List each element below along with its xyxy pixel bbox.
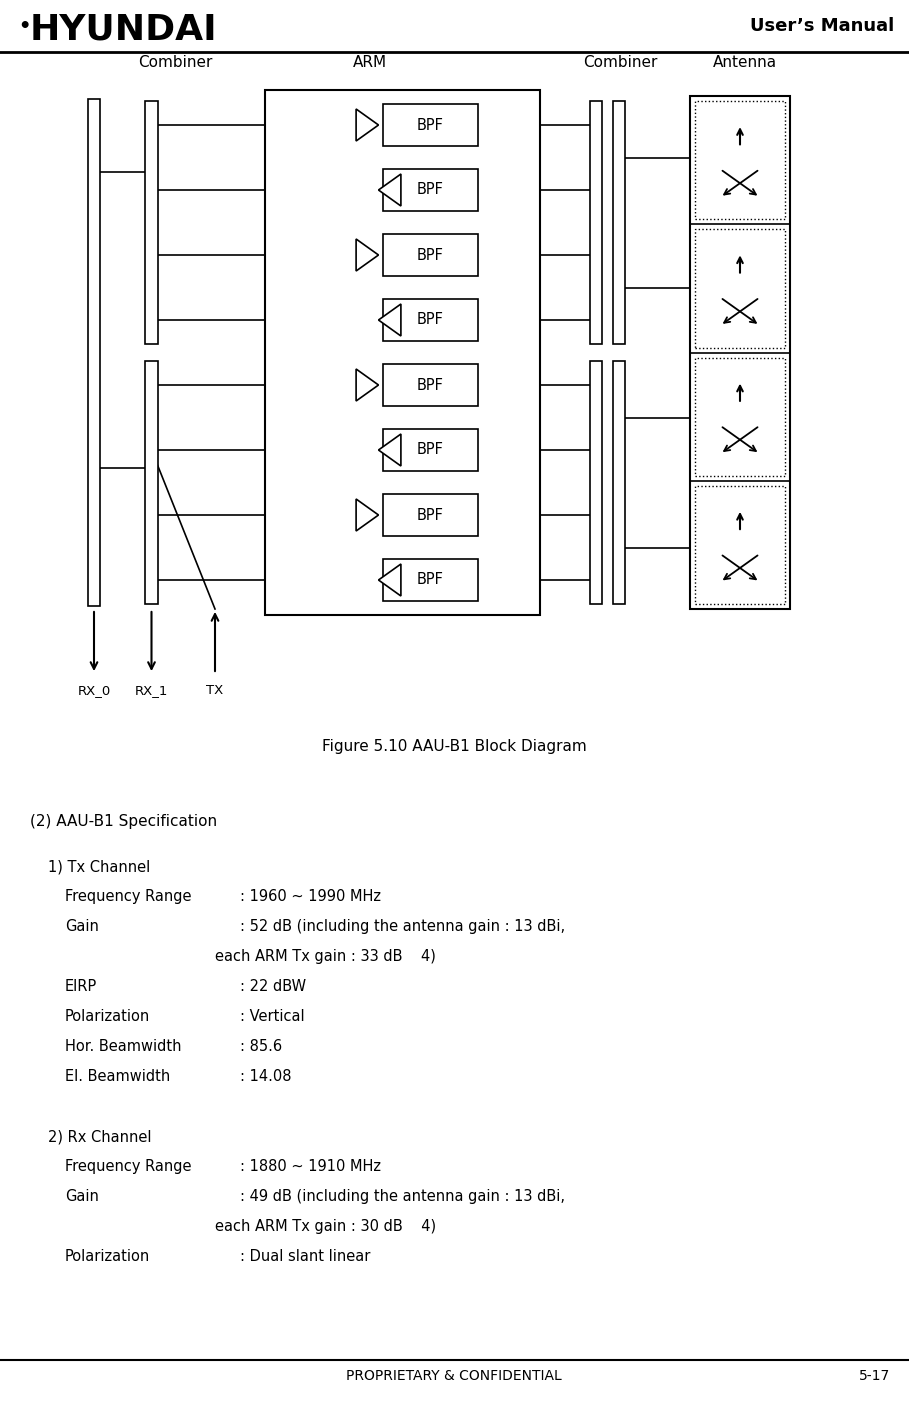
Text: BPF: BPF	[416, 378, 444, 392]
Bar	[383, 103, 477, 146]
Text: EIRP: EIRP	[65, 979, 97, 993]
Bar	[383, 429, 477, 471]
Text: BPF: BPF	[416, 443, 444, 457]
Bar	[383, 299, 477, 341]
Polygon shape	[378, 565, 401, 596]
Text: : 14.08: : 14.08	[240, 1068, 292, 1084]
Text: Hor. Beamwidth: Hor. Beamwidth	[65, 1039, 182, 1054]
Text: : 1960 ~ 1990 MHz: : 1960 ~ 1990 MHz	[240, 889, 381, 904]
Bar	[695, 229, 785, 348]
Text: : 49 dB (including the antenna gain : 13 dBi,: : 49 dB (including the antenna gain : 13…	[240, 1189, 565, 1204]
Text: Gain: Gain	[65, 1189, 99, 1204]
Bar	[383, 494, 477, 536]
Text: •: •	[18, 17, 30, 35]
Text: (2) AAU-B1 Specification: (2) AAU-B1 Specification	[30, 814, 217, 829]
Polygon shape	[378, 174, 401, 207]
Bar	[265, 91, 540, 616]
Polygon shape	[356, 369, 378, 400]
Polygon shape	[356, 239, 378, 272]
Text: RX_0: RX_0	[77, 683, 111, 698]
Bar	[383, 168, 477, 211]
Text: Frequency Range: Frequency Range	[65, 889, 192, 904]
Text: BPF: BPF	[416, 313, 444, 327]
Text: Antenna: Antenna	[713, 55, 777, 69]
Text: Combiner: Combiner	[583, 55, 657, 69]
Text: BPF: BPF	[416, 117, 444, 133]
Text: BPF: BPF	[416, 573, 444, 587]
Text: Frequency Range: Frequency Range	[65, 1159, 192, 1174]
Text: Combiner: Combiner	[138, 55, 212, 69]
Bar	[590, 100, 602, 344]
Bar	[695, 358, 785, 475]
Polygon shape	[378, 434, 401, 466]
Bar	[88, 99, 100, 606]
Text: : Dual slant linear: : Dual slant linear	[240, 1249, 370, 1264]
Text: : 22 dBW: : 22 dBW	[240, 979, 306, 993]
Text: 2) Rx Channel: 2) Rx Channel	[48, 1129, 152, 1143]
Text: BPF: BPF	[416, 183, 444, 198]
Text: : Vertical: : Vertical	[240, 1009, 305, 1024]
Text: : 1880 ~ 1910 MHz: : 1880 ~ 1910 MHz	[240, 1159, 381, 1174]
Text: TX: TX	[206, 683, 224, 698]
Text: 5-17: 5-17	[859, 1368, 890, 1382]
Text: Gain: Gain	[65, 918, 99, 934]
Text: User’s Manual: User’s Manual	[750, 17, 894, 35]
Text: HYUNDAI: HYUNDAI	[30, 13, 217, 47]
Text: El. Beamwidth: El. Beamwidth	[65, 1068, 170, 1084]
Text: each ARM Tx gain : 30 dB    4): each ARM Tx gain : 30 dB 4)	[215, 1218, 436, 1234]
Bar	[613, 361, 625, 604]
Polygon shape	[356, 109, 378, 142]
Text: PROPRIETARY & CONFIDENTIAL: PROPRIETARY & CONFIDENTIAL	[346, 1368, 562, 1382]
Bar	[383, 233, 477, 276]
Text: RX_1: RX_1	[135, 683, 168, 698]
Text: : 85.6: : 85.6	[240, 1039, 282, 1054]
Polygon shape	[356, 499, 378, 531]
Text: Polarization: Polarization	[65, 1249, 150, 1264]
Text: ARM: ARM	[353, 55, 387, 69]
Bar	[383, 559, 477, 601]
Text: 1) Tx Channel: 1) Tx Channel	[48, 859, 150, 874]
Bar	[145, 361, 158, 604]
Bar	[695, 100, 785, 219]
Bar	[383, 364, 477, 406]
Bar	[613, 100, 625, 344]
Text: each ARM Tx gain : 33 dB    4): each ARM Tx gain : 33 dB 4)	[215, 949, 436, 964]
Bar	[590, 361, 602, 604]
Polygon shape	[378, 304, 401, 335]
Text: : 52 dB (including the antenna gain : 13 dBi,: : 52 dB (including the antenna gain : 13…	[240, 918, 565, 934]
Bar	[690, 96, 790, 608]
Bar	[695, 485, 785, 604]
Bar	[145, 100, 158, 344]
Text: BPF: BPF	[416, 248, 444, 263]
Text: Figure 5.10 AAU-B1 Block Diagram: Figure 5.10 AAU-B1 Block Diagram	[322, 739, 586, 754]
Text: BPF: BPF	[416, 508, 444, 522]
Text: Polarization: Polarization	[65, 1009, 150, 1024]
